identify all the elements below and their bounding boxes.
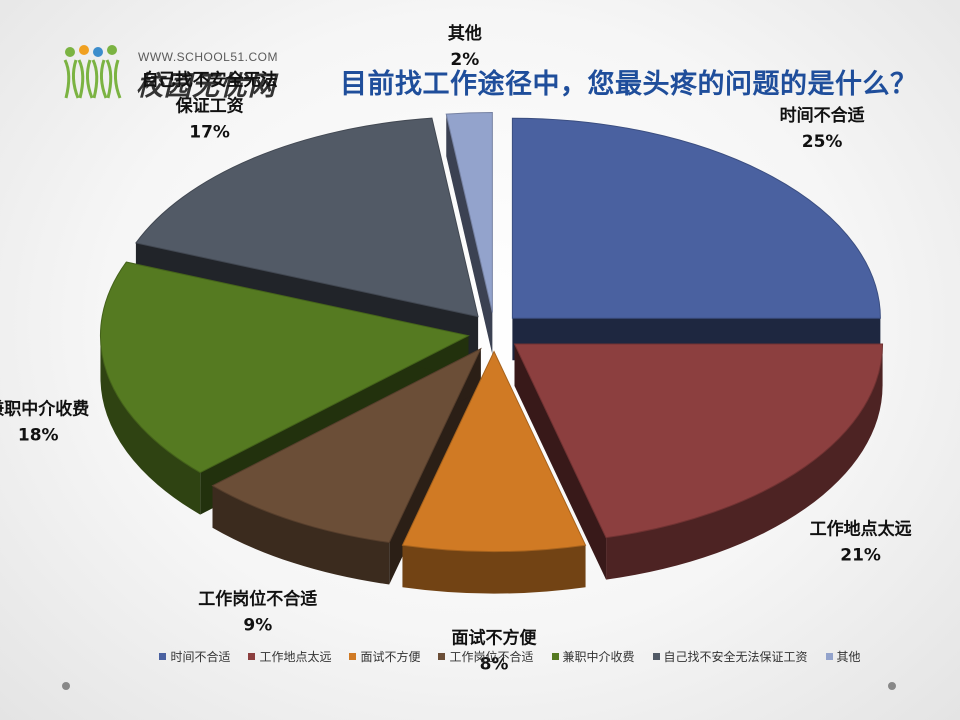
slice-name-label-2-0: 面试不方便 <box>452 628 538 649</box>
slice-name-label-4-0: 兼职中介收费 <box>0 399 89 420</box>
slice-name-label-0-0: 时间不合适 <box>780 105 865 126</box>
slice-edge-4 <box>100 335 201 515</box>
pie-slice-0 <box>511 117 881 319</box>
slice-edge-1 <box>606 343 883 580</box>
slice-percent-label-1: 21% <box>840 546 881 566</box>
pie-slice-5 <box>135 117 479 318</box>
pie-slice-3 <box>211 347 482 544</box>
slice-name-label-6-0: 其他 <box>448 23 482 44</box>
legend-label-6: 其他 <box>836 650 861 664</box>
chart-title: 目前找工作途径中，您最头疼的问题的是什么？ <box>340 69 918 100</box>
slice-edge-2 <box>402 545 586 594</box>
legend-label-1: 工作地点太远 <box>259 650 332 664</box>
logo-name: 校园无忧网 <box>136 71 276 102</box>
legend-swatch-2 <box>349 653 357 660</box>
legend-swatch-3 <box>438 653 446 660</box>
pie-slice-4 <box>99 261 470 474</box>
slice-percent-label-2: 8% <box>480 655 509 675</box>
legend-label-2: 面试不方便 <box>360 650 421 664</box>
logo <box>62 44 292 104</box>
legend-label-0: 时间不合适 <box>170 650 231 664</box>
legend: 时间不合适 工作地点太远 面试不方便 工作岗位不合适 兼职中介收费 自己找不安全无法保证工… <box>100 648 920 665</box>
slice-percent-label-4: 18% <box>18 426 59 446</box>
legend-label-5: 自己找不安全无法保证工资 <box>663 650 808 664</box>
slide-dot-left <box>62 682 70 690</box>
legend-item-5: 自己找不安全无法保证工资 <box>652 648 808 665</box>
slice-edge-3 <box>212 485 390 585</box>
legend-swatch-4 <box>551 653 559 660</box>
slice-name-label-5-0: 自己找不安全无法 <box>142 70 278 91</box>
legend-item-4: 兼职中介收费 <box>551 648 635 665</box>
legend-item-2: 面试不方便 <box>349 648 420 665</box>
legend-swatch-5 <box>652 653 660 660</box>
legend-item-6: 其他 <box>825 648 861 665</box>
pie-slice-6 <box>445 112 493 313</box>
slice-percent-label-6: 2% <box>450 50 479 70</box>
pie-slice-2 <box>401 350 587 553</box>
legend-item-0: 时间不合适 <box>159 648 230 665</box>
legend-swatch-0 <box>159 653 167 660</box>
logo-figures-icon <box>63 45 122 99</box>
slice-percent-label-3: 9% <box>243 615 272 635</box>
logo-url: WWW.SCHOOL51.COM <box>138 50 279 64</box>
slice-side-6-0 <box>446 114 493 355</box>
legend-swatch-6 <box>825 653 833 660</box>
legend-label-3: 工作岗位不合适 <box>449 650 534 664</box>
pie-slice-1 <box>513 343 884 539</box>
slice-name-label-5-1: 保证工资 <box>175 96 244 117</box>
slide-dot-right <box>888 682 896 690</box>
slice-percent-label-0: 25% <box>802 132 843 152</box>
slice-side-1-1 <box>514 343 607 580</box>
slice-name-label-1-0: 工作地点太远 <box>810 519 912 540</box>
legend-item-3: 工作岗位不合适 <box>438 648 534 665</box>
legend-item-1: 工作地点太远 <box>248 648 331 665</box>
legend-label-4: 兼职中介收费 <box>562 650 635 664</box>
slice-name-label-3-0: 工作岗位不合适 <box>198 588 317 609</box>
slice-percent-label-5: 17% <box>189 123 230 143</box>
legend-swatch-1 <box>248 653 256 660</box>
